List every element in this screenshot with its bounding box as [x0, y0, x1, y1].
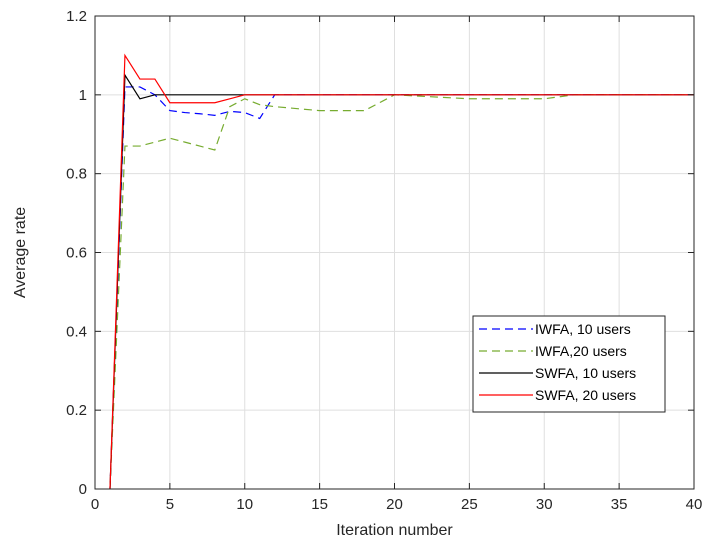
- y-tick-label: 0.4: [66, 323, 87, 340]
- series-line: [109, 86, 694, 490]
- legend-item: SWFA, 10 users: [479, 365, 636, 381]
- y-tick-label: 0.6: [66, 245, 87, 262]
- legend-label: IWFA, 10 users: [535, 321, 631, 337]
- legend: IWFA, 10 users IWFA,20 users SWFA, 10 user…: [472, 315, 666, 413]
- y-tick-label: 0: [79, 481, 87, 498]
- series-group: [109, 53, 694, 490]
- x-axis-label: Iteration number: [336, 522, 453, 539]
- x-tick-label: 30: [536, 496, 553, 513]
- legend-label: IWFA,20 users: [535, 343, 627, 359]
- tick-labels: 0 5 10 15 20 25 30 35 40 0 0.2 0.4 0.6 0.8 1 1.2: [66, 8, 702, 513]
- x-tick-label: 20: [386, 496, 403, 513]
- y-tick-label: 1.2: [66, 8, 87, 25]
- x-tick-label: 15: [311, 496, 328, 513]
- series-line: [109, 73, 694, 490]
- x-tick-label: 40: [686, 496, 703, 513]
- legend-box: [472, 315, 666, 413]
- series-line: [109, 94, 694, 490]
- grid: [94, 15, 695, 490]
- y-tick-label: 0.8: [66, 166, 87, 183]
- x-tick-label: 10: [236, 496, 253, 513]
- legend-item: IWFA, 10 users: [479, 321, 631, 337]
- x-tick-label: 5: [166, 496, 174, 513]
- legend-label: SWFA, 20 users: [535, 387, 636, 403]
- y-tick-label: 0.2: [66, 402, 87, 419]
- y-axis-label: Average rate: [12, 207, 29, 298]
- legend-label: SWFA, 10 users: [535, 365, 636, 381]
- legend-item: IWFA,20 users: [479, 343, 627, 359]
- y-tick-label: 1: [79, 87, 87, 104]
- x-tick-label: 0: [91, 496, 99, 513]
- x-tick-label: 35: [611, 496, 628, 513]
- legend-item: SWFA, 20 users: [479, 387, 636, 403]
- x-tick-label: 25: [461, 496, 478, 513]
- series-line: [109, 53, 694, 490]
